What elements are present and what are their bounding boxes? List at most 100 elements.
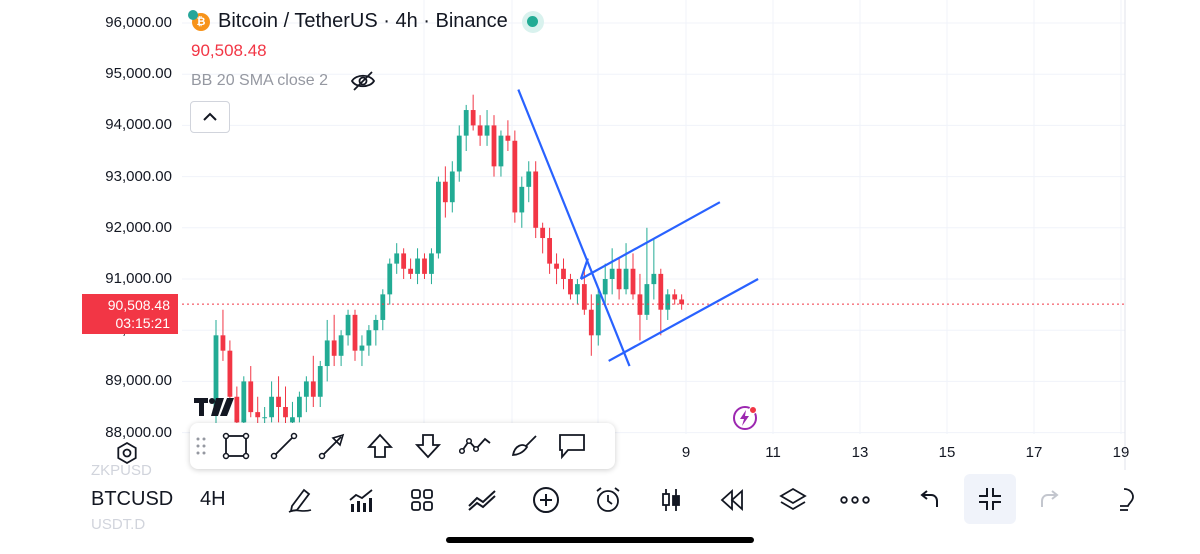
price-tag-countdown: 03:15:21 [115, 315, 171, 331]
price-axis-label: 94,000.00 [105, 116, 172, 134]
chart-type-button[interactable] [655, 484, 687, 516]
candle-body [595, 294, 601, 336]
candle-body [442, 181, 448, 203]
collapse-legend-button[interactable] [190, 101, 230, 133]
symbol-next[interactable]: USDT.D [91, 516, 146, 533]
eye-off-icon[interactable] [350, 70, 376, 92]
candle-body [310, 381, 316, 397]
chart-canvas[interactable] [0, 0, 1200, 470]
candle-body [498, 135, 504, 167]
compare-button[interactable] [467, 484, 499, 516]
alert-button[interactable] [592, 484, 624, 516]
exit-fullscreen-icon [979, 488, 1001, 510]
candle-body [491, 125, 497, 167]
trend-line-drawing [579, 258, 589, 280]
candle-body [477, 125, 483, 136]
arrow-mark-down-tool[interactable] [404, 423, 452, 469]
time-axis-label: 19 [1112, 444, 1130, 461]
tradingview-logo[interactable] [194, 396, 236, 424]
chart-type-icon [662, 489, 680, 511]
market-status-icon [521, 10, 544, 33]
redo-button[interactable] [1036, 484, 1068, 516]
brush-tool[interactable] [500, 423, 548, 469]
candle-body [484, 125, 490, 136]
arrow-mark-down-icon [414, 434, 442, 459]
candle-body [408, 268, 413, 274]
arrow-tool[interactable] [308, 423, 356, 469]
candle-body [658, 273, 664, 310]
candle-body [234, 396, 240, 423]
grip-icon[interactable] [190, 423, 212, 469]
bitcoin-logo-icon: ₿ [188, 9, 210, 31]
candle-body [303, 381, 309, 397]
candle-body [463, 110, 469, 136]
trend-line-tool[interactable] [260, 423, 308, 469]
draw-button[interactable] [284, 484, 316, 516]
candle-body [512, 140, 518, 213]
trend-line-drawing [517, 89, 631, 367]
candle-body [644, 284, 650, 315]
symbol-button[interactable]: BTCUSD [91, 488, 174, 510]
ideas-icon [1120, 488, 1134, 511]
candle-body [422, 258, 427, 274]
indicators-button[interactable] [345, 484, 377, 516]
time-axis-label: 9 [681, 444, 691, 461]
more-button[interactable] [839, 484, 871, 516]
trend-line-drawing [580, 201, 721, 280]
candle-body [394, 253, 400, 264]
candle-body [401, 253, 407, 269]
ideas-button[interactable] [1108, 484, 1140, 516]
candle-body [262, 417, 268, 419]
home-indicator [446, 537, 754, 543]
settings-icon[interactable] [114, 440, 140, 466]
arrow-mark-up-tool[interactable] [356, 423, 404, 469]
candle-body [331, 340, 337, 356]
lightning-icon[interactable] [731, 404, 759, 432]
replay-button[interactable] [716, 484, 748, 516]
candle-body [213, 335, 219, 413]
candle-body [470, 110, 476, 126]
candle-body [547, 238, 552, 264]
symbol-legend[interactable]: ₿ Bitcoin / TetherUS · 4h · Binance [188, 9, 544, 33]
arrow-mark-up-icon [366, 433, 394, 458]
rectangle-tool[interactable] [212, 423, 260, 469]
candle-body [568, 279, 573, 295]
current-price-label: 90,508.48 03:15:21 [82, 294, 178, 334]
candle-body [449, 171, 455, 203]
add-icon [533, 487, 559, 513]
chart-area[interactable]: 96,000.00 95,000.00 94,000.00 93,000.00 92,0… [0, 0, 1200, 470]
trend-line-icon [270, 432, 298, 460]
interval-button[interactable]: 4H [200, 488, 226, 510]
indicator-label: BB 20 SMA close 2 [191, 72, 328, 89]
path-tool[interactable] [452, 423, 500, 469]
symbol-prev[interactable]: ZKPUSD [91, 462, 152, 479]
indicator-legend[interactable]: BB 20 SMA close 2 [191, 70, 376, 92]
candle-body [616, 268, 622, 290]
symbol-title: Bitcoin / TetherUS · 4h · Binance [218, 10, 508, 32]
candle-body [533, 171, 539, 228]
candle-body [505, 135, 511, 141]
last-price: 90,508.48 [191, 41, 267, 60]
templates-button[interactable] [406, 484, 438, 516]
price-axis-label: 96,000.00 [105, 14, 172, 31]
candle-body [456, 135, 462, 172]
drawing-toolbar[interactable] [190, 423, 615, 469]
add-button[interactable] [530, 484, 562, 516]
candle-body [269, 396, 274, 418]
price-axis-label: 91,000.00 [105, 270, 172, 287]
path-icon [459, 437, 491, 455]
candle-body [387, 263, 393, 295]
callout-tool[interactable] [548, 423, 596, 469]
candle-body [366, 330, 372, 346]
price-axis-label: 93,000.00 [105, 167, 172, 185]
undo-button[interactable] [911, 484, 943, 516]
candle-body [352, 314, 358, 351]
candle-body [665, 294, 671, 310]
candle-body [526, 171, 532, 187]
candle-body [637, 294, 643, 315]
layers-button[interactable] [777, 484, 809, 516]
candle-body [345, 314, 351, 336]
candle-body [241, 381, 247, 423]
candle-body [255, 412, 261, 418]
exit-fullscreen-button[interactable] [964, 474, 1016, 524]
